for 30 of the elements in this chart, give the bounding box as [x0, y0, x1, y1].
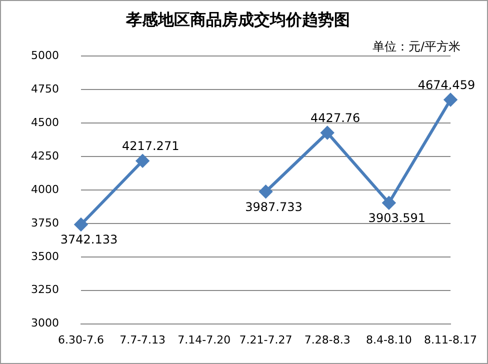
x-tick-label: 7.7-7.13	[120, 333, 166, 346]
data-label: 3742.133	[60, 232, 118, 247]
data-label: 4217.271	[122, 139, 180, 154]
point	[382, 196, 396, 210]
y-tick-label: 4000	[30, 182, 59, 196]
point	[259, 185, 272, 198]
y-tick-label: 3250	[30, 283, 59, 296]
point	[444, 93, 458, 106]
data-label: 4427.76	[310, 110, 360, 125]
x-tick-label: 8.11-8.17	[424, 333, 478, 346]
data-label: 3987.733	[245, 200, 302, 214]
y-tick-label: 3750	[30, 216, 59, 230]
x-tick-label: 8.4-8.10	[366, 333, 412, 346]
y-tick-label: 4750	[30, 82, 59, 96]
x-tick-label: 7.28-8.3	[304, 333, 350, 346]
data-label: 4674.459	[418, 78, 476, 92]
y-tick-label: 3500	[30, 250, 59, 263]
y-tick-label: 4500	[30, 116, 59, 129]
x-tick-label: 7.21-7.27	[239, 333, 292, 346]
y-tick-label: 4250	[30, 149, 59, 162]
y-tick-label: 5000	[30, 49, 59, 62]
x-tick-label: 6.30-7.6	[58, 333, 104, 346]
point	[74, 218, 88, 232]
x-tick-label: 7.14-7.20	[178, 333, 231, 346]
y-tick-label: 3000	[30, 316, 59, 330]
chart-title: 孝感地区商品房成交均价趋势图	[125, 10, 350, 29]
point	[136, 154, 150, 168]
data-label: 3903.591	[368, 211, 426, 226]
y-axis-title: 单位：元/平方米	[372, 39, 461, 54]
point	[320, 126, 334, 140]
